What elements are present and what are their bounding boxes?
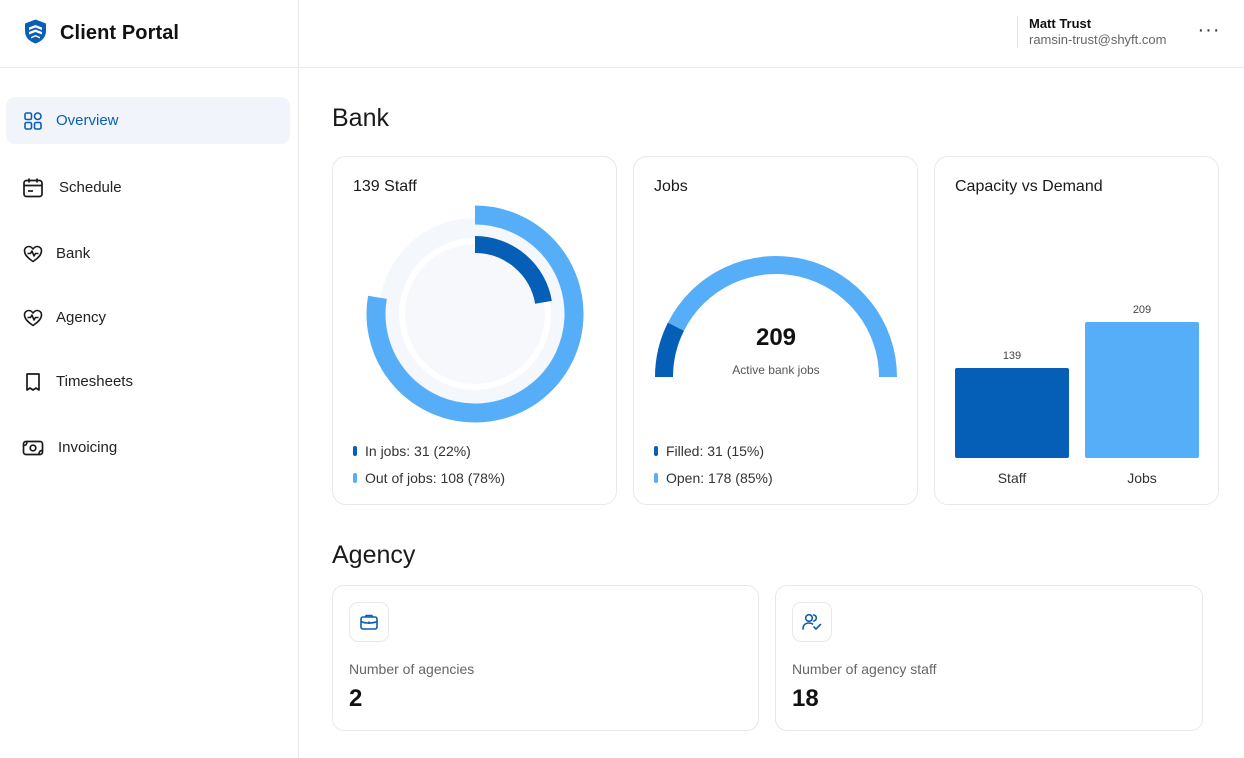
user-menu[interactable]: Matt Trust ramsin-trust@shyft.com: [1017, 16, 1166, 48]
capacity-card-title: Capacity vs Demand: [955, 178, 1103, 195]
sidebar-item-label: Bank: [56, 245, 91, 262]
app-title: Client Portal: [60, 22, 180, 44]
donut-center: [405, 244, 545, 384]
brand: Client Portal: [0, 0, 299, 68]
sidebar-item-overview[interactable]: Overview: [6, 97, 290, 144]
legend-label: Filled: 31 (15%): [666, 443, 765, 459]
legend-item: Out of jobs: 108 (78%): [353, 470, 505, 486]
calendar-icon: [22, 177, 44, 199]
jobs-card-title: Jobs: [654, 178, 688, 195]
gauge-slice-open: [667, 256, 897, 378]
legend-label: In jobs: 31 (22%): [365, 443, 471, 459]
agency-section-title: Agency: [332, 541, 416, 569]
legend-label: Out of jobs: 108 (78%): [365, 470, 506, 486]
legend-swatch-light: [654, 473, 658, 483]
sidebar-item-label: Overview: [56, 112, 119, 129]
bar-jobs: [1085, 322, 1199, 458]
shield-logo-icon: [22, 18, 49, 50]
sidebar: Client Portal Overview: [0, 0, 299, 758]
gauge-slice-filled: [655, 322, 685, 378]
user-check-icon: [792, 602, 832, 642]
legend-item: In jobs: 31 (22%): [353, 443, 471, 459]
capacity-bar-chart: 139 Staff 209 Jobs: [935, 157, 1220, 506]
staff-card: 139 Staff In jobs: 31 (22%) Out of jobs:…: [332, 156, 617, 505]
receipt-icon: [22, 371, 44, 393]
jobs-gauge-value: 209: [755, 324, 797, 351]
sidebar-item-label: Invoicing: [58, 439, 118, 456]
stat-label: Number of agencies: [349, 661, 475, 677]
bar-value-label: 209: [1132, 304, 1152, 316]
briefcase-icon: [349, 602, 389, 642]
agency-staff-stat-card: Number of agency staff 18: [775, 585, 1203, 731]
bank-section-title: Bank: [332, 104, 389, 132]
bar-value-label: 139: [1002, 349, 1022, 362]
capacity-card: Capacity vs Demand 139 Staff 209 Jobs: [934, 156, 1219, 505]
more-options-icon[interactable]: ···: [1197, 19, 1221, 41]
bar-staff: [955, 367, 1069, 458]
user-email: ramsin-trust@shyft.com: [1029, 32, 1167, 47]
sidebar-item-agency[interactable]: Agency: [6, 294, 290, 341]
stat-value: 18: [792, 685, 819, 712]
heart-pulse-icon: [22, 307, 44, 329]
legend-item: Filled: 31 (15%): [654, 443, 764, 459]
cash-icon: [22, 437, 44, 459]
jobs-gauge-caption: Active bank jobs: [732, 363, 820, 377]
heart-pulse-icon: [22, 243, 44, 265]
sidebar-item-label: Schedule: [59, 179, 122, 196]
staff-donut-chart: [366, 205, 584, 423]
bar-category-label: Staff: [997, 470, 1027, 486]
agencies-stat-card: Number of agencies 2: [332, 585, 759, 731]
legend-label: Open: 178 (85%): [666, 470, 773, 486]
staff-card-title: 139 Staff: [353, 178, 417, 195]
bar-category-label: Jobs: [1127, 470, 1157, 486]
donut-slice-out-of-jobs: [366, 205, 584, 423]
grid-icon: [22, 110, 44, 132]
sidebar-item-timesheets[interactable]: Timesheets: [6, 358, 290, 405]
donut-inner-track: [379, 218, 571, 410]
sidebar-item-label: Timesheets: [56, 373, 133, 390]
stat-label: Number of agency staff: [792, 661, 937, 677]
donut-slice-in-jobs: [474, 236, 552, 305]
legend-swatch-dark: [654, 446, 658, 456]
jobs-gauge-chart: [655, 256, 897, 378]
jobs-card: Jobs 209 Active bank jobs Filled: 31 (15…: [633, 156, 918, 505]
stat-value: 2: [349, 685, 363, 712]
legend-item: Open: 178 (85%): [654, 470, 773, 486]
sidebar-item-bank[interactable]: Bank: [6, 230, 290, 277]
user-name: Matt Trust: [1029, 16, 1092, 31]
sidebar-item-schedule[interactable]: Schedule: [6, 164, 290, 211]
top-bar: Matt Trust ramsin-trust@shyft.com ···: [300, 0, 1244, 68]
sidebar-item-label: Agency: [56, 309, 107, 326]
sidebar-item-invoicing[interactable]: Invoicing: [6, 424, 290, 471]
legend-swatch-dark: [353, 446, 357, 456]
legend-swatch-light: [353, 473, 357, 483]
